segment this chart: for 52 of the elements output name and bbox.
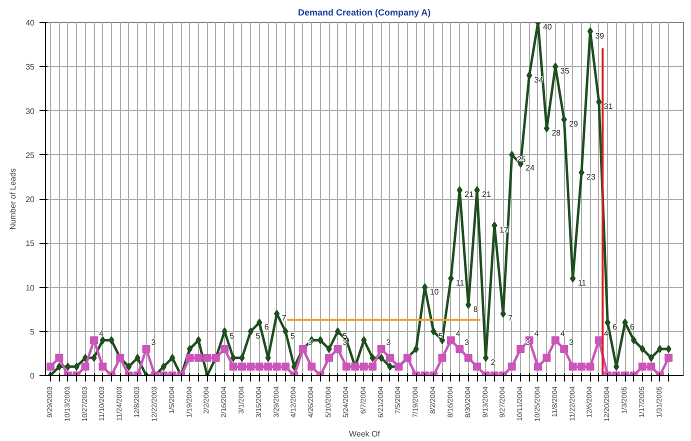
data-label: 40	[542, 22, 552, 32]
data-label: 3	[151, 338, 156, 348]
data-label: 21	[482, 190, 492, 200]
data-label: 39	[595, 31, 605, 40]
data-label: 34	[534, 75, 544, 84]
data-label: 6	[630, 322, 636, 332]
data-label: 23	[586, 172, 596, 182]
y-tick-label: 35	[26, 62, 36, 72]
data-label: 3	[342, 338, 348, 348]
data-label: 29	[569, 120, 579, 129]
data-label: 3	[464, 338, 470, 348]
data-label: 5	[342, 331, 348, 340]
data-label: 8	[473, 304, 478, 314]
x-axis-title: Week Of	[349, 430, 381, 439]
y-tick-label: 25	[26, 150, 36, 160]
data-label: 4	[560, 329, 566, 338]
data-label: 4	[99, 329, 104, 338]
data-label: 3	[386, 338, 392, 348]
y-tick-label: 15	[26, 239, 36, 248]
data-label: 5	[438, 331, 444, 340]
y-tick-label: 5	[30, 327, 36, 336]
y-tick-label: 10	[26, 283, 36, 292]
data-label: 3	[569, 338, 574, 348]
data-label: 5	[256, 331, 261, 340]
data-label: 17	[499, 225, 509, 234]
data-label: 2	[490, 358, 496, 367]
data-label: 7	[508, 314, 514, 323]
data-label: 7	[282, 314, 287, 323]
y-axis-title: Number of Leads	[8, 168, 18, 230]
data-label: 11	[456, 278, 465, 288]
data-label: 31	[604, 102, 614, 111]
data-label: 5	[230, 331, 235, 340]
data-label: 11	[578, 278, 587, 288]
y-tick-label: 0	[30, 372, 36, 380]
chart-title: Demand Creation (Company A)	[298, 8, 431, 18]
data-label: 6	[264, 322, 270, 332]
data-label: 10	[430, 287, 440, 296]
data-label: 24	[526, 164, 536, 173]
data-label: 25	[516, 154, 526, 164]
data-label: 3	[308, 338, 313, 348]
data-label: 35	[560, 66, 570, 76]
data-label: 3	[526, 338, 531, 348]
data-label: 6	[612, 322, 618, 332]
y-tick-label: 40	[26, 18, 36, 28]
data-label: 4	[534, 329, 540, 338]
data-label: 4	[604, 329, 609, 338]
y-tick-label: 30	[26, 106, 36, 116]
data-label: 4	[456, 329, 461, 338]
data-label: 28	[552, 128, 562, 138]
y-tick-label: 20	[26, 195, 36, 204]
data-label: 21	[464, 190, 474, 200]
data-label: 5	[290, 331, 296, 340]
